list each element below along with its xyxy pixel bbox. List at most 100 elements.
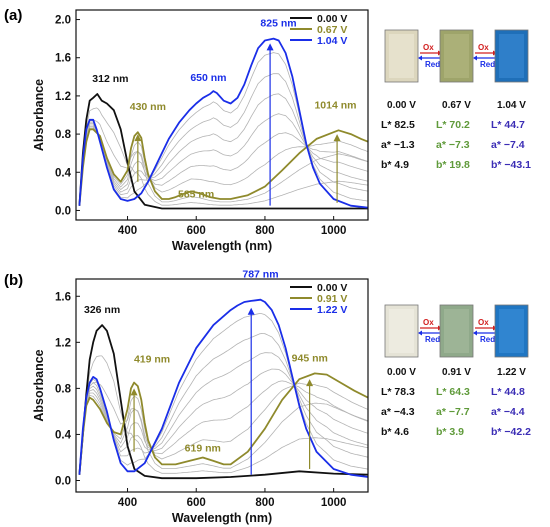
trend-arrow-head [306,379,314,387]
y-tick-label: 0.8 [55,129,72,141]
y-axis-title: Absorbance [32,349,46,421]
intermediate-curve [79,333,368,475]
sample-a-value: a* −7.3 [436,139,470,151]
intermediate-curve [79,127,368,206]
sample-a-value: a* −7.4 [491,139,525,151]
sample-swatch-inner [444,34,469,78]
sample-swatch-inner [499,309,524,353]
switch-ox-label: Ox [423,318,434,327]
trend-arrow-head [266,43,274,51]
y-tick-label: 0.4 [55,167,72,179]
intermediate-curve [79,93,368,206]
series-0v-line [78,93,368,210]
sample-b-value: b* 4.6 [381,426,409,438]
intermediate-curve [79,113,368,206]
trend-arrow-head [247,307,255,315]
trend-arrow-head [134,134,142,142]
spectrum-chart-b: 400 600 800 1000 0.0 0.4 0.8 1.2 1.6 Wavelength (… [32,269,369,525]
switch-ox-label: Ox [478,43,489,52]
y-tick-label: 1.6 [55,53,71,65]
panel-label-a: (a) [4,7,22,24]
series-mid-line [78,128,368,206]
switch-red-label: Red [425,335,440,344]
peak-label: 1014 nm [314,99,356,111]
x-tick-label: 400 [118,225,137,237]
x-tick-label: 1000 [321,225,347,237]
sample-voltage: 1.04 V [497,100,526,111]
peak-label: 419 nm [134,354,170,366]
y-tick-label: 0.0 [55,205,71,217]
sample-a-value: a* −1.3 [381,139,415,151]
sample-l-value: L* 78.3 [381,386,415,398]
sample-voltage: 0.67 V [442,100,471,111]
trend-arrow-head [333,134,341,142]
sample-voltage: 0.91 V [442,367,471,378]
y-tick-label: 0.0 [55,475,71,487]
legend-label: 1.04 V [317,35,347,47]
plot-frame [75,9,369,221]
intermediate-curve [79,382,368,475]
y-axis-title: Absorbance [32,79,46,151]
color-samples-b: 0.00 V L* 78.3 a* −4.3 b* 4.6 Ox Red 0.91 V L* … [381,304,531,438]
switch-ox-label: Ox [423,43,434,52]
sample-b-value: b* 19.8 [436,159,470,171]
plot-area [78,298,368,480]
sample-swatch-inner [499,34,524,78]
sample-voltage: 1.22 V [497,367,526,378]
y-tick-label: 0.8 [55,383,72,395]
intermediate-curve [79,380,368,475]
series-0v-line [78,324,368,480]
intermediate-curve [79,73,368,206]
switch-red-label: Red [480,60,495,69]
panel-label-b: (b) [4,272,23,289]
x-axis-title: Wavelength (nm) [172,239,272,253]
sample-b-value: b* −43.1 [491,159,531,171]
switch-red-arrow-head [473,330,477,336]
intermediate-curve [79,119,368,206]
x-tick-label: 600 [187,497,206,509]
sample-l-value: L* 44.8 [491,386,525,398]
peak-label: 787 nm [242,269,278,281]
y-tick-label: 2.0 [55,15,71,27]
sample-l-value: L* 64.3 [436,386,470,398]
spectrum-chart-a: 400 600 800 1000 0.0 0.4 0.8 1.2 1.6 2.0 Wavelengt… [32,9,369,253]
sample-swatch-inner [389,34,414,78]
switch-red-label: Red [425,60,440,69]
sample-b-value: b* 3.9 [436,426,464,438]
intermediate-curve [79,312,368,475]
y-tick-label: 1.2 [55,337,71,349]
peak-label: 650 nm [190,72,226,84]
intermediate-curve [79,126,368,206]
sample-b-value: b* −42.2 [491,426,531,438]
sample-l-value: L* 82.5 [381,119,415,131]
peak-label: 945 nm [292,352,328,364]
peak-label: 326 nm [84,304,120,316]
series-high-line [78,298,368,478]
peak-label: 585 nm [178,188,214,200]
sample-l-value: L* 70.2 [436,119,470,131]
x-tick-label: 800 [255,225,274,237]
legend-label: 0.67 V [317,24,347,36]
sample-a-value: a* −4.3 [381,406,415,418]
switch-red-label: Red [480,335,495,344]
sample-voltage: 0.00 V [387,367,416,378]
intermediate-curve [79,381,368,475]
sample-b-value: b* 4.9 [381,159,409,171]
sample-swatch-inner [389,309,414,353]
legend-label: 0.00 V [317,282,347,294]
peak-label: 312 nm [92,73,128,85]
peak-label: 825 nm [260,18,296,30]
switch-ox-label: Ox [478,318,489,327]
intermediate-curve [79,368,368,475]
peak-label: 430 nm [130,101,166,113]
sample-a-value: a* −4.4 [491,406,525,418]
series-high-line [78,37,368,209]
legend-label: 0.91 V [317,293,347,305]
intermediate-curve [79,52,368,206]
legend-label: 0.00 V [317,13,347,25]
sample-l-value: L* 44.7 [491,119,525,131]
x-tick-label: 400 [118,497,137,509]
sample-a-value: a* −7.7 [436,406,470,418]
intermediate-curve [79,355,368,475]
